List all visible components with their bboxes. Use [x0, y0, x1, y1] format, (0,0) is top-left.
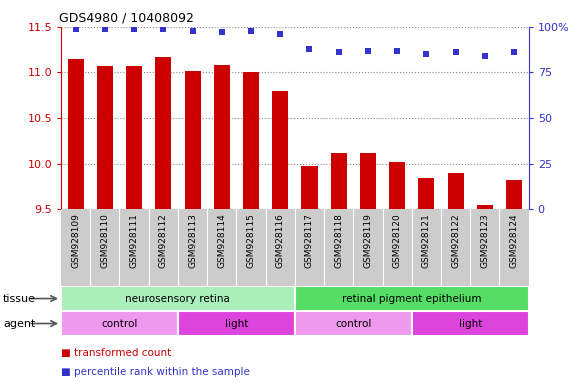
Text: GSM928121: GSM928121 — [422, 213, 431, 268]
Point — [480, 53, 490, 59]
Text: GSM928118: GSM928118 — [334, 213, 343, 268]
Bar — [97, 66, 113, 209]
Text: agent: agent — [3, 318, 35, 329]
Point — [159, 26, 168, 32]
Point — [275, 31, 285, 37]
Point — [305, 46, 314, 52]
Bar — [331, 153, 347, 209]
Point — [510, 50, 519, 56]
Text: light: light — [458, 318, 482, 329]
Text: GSM928112: GSM928112 — [159, 213, 168, 268]
Text: GSM928109: GSM928109 — [71, 213, 80, 268]
Bar — [243, 73, 259, 209]
Bar — [185, 71, 200, 209]
Text: GSM928123: GSM928123 — [480, 213, 489, 268]
Point — [130, 26, 139, 32]
Text: ■ transformed count: ■ transformed count — [61, 348, 171, 358]
Text: GSM928117: GSM928117 — [305, 213, 314, 268]
Bar — [477, 205, 493, 209]
Text: ■ percentile rank within the sample: ■ percentile rank within the sample — [61, 367, 250, 377]
Bar — [61, 286, 295, 311]
Text: tissue: tissue — [3, 293, 36, 304]
Bar — [272, 91, 288, 209]
Text: GDS4980 / 10408092: GDS4980 / 10408092 — [59, 11, 193, 24]
Text: GSM928114: GSM928114 — [217, 213, 226, 268]
Bar — [389, 162, 405, 209]
Bar — [178, 311, 295, 336]
Point — [100, 26, 109, 32]
Text: GSM928111: GSM928111 — [130, 213, 139, 268]
Bar — [302, 166, 317, 209]
Text: light: light — [225, 318, 248, 329]
Text: retinal pigment epithelium: retinal pigment epithelium — [342, 293, 482, 304]
Point — [246, 28, 256, 34]
Bar — [61, 311, 178, 336]
Text: GSM928113: GSM928113 — [188, 213, 197, 268]
Text: neurosensory retina: neurosensory retina — [125, 293, 231, 304]
Text: GSM928120: GSM928120 — [393, 213, 401, 268]
Bar — [418, 178, 435, 209]
Point — [422, 51, 431, 57]
Text: GSM928110: GSM928110 — [101, 213, 109, 268]
Bar — [295, 311, 412, 336]
Bar — [67, 59, 84, 209]
Text: GSM928116: GSM928116 — [276, 213, 285, 268]
Text: GSM928119: GSM928119 — [364, 213, 372, 268]
Point — [393, 48, 402, 54]
Bar — [506, 180, 522, 209]
Bar — [447, 173, 464, 209]
Bar — [126, 66, 142, 209]
Text: control: control — [335, 318, 371, 329]
Bar — [155, 57, 171, 209]
Point — [334, 50, 343, 56]
Bar — [360, 153, 376, 209]
Text: GSM928122: GSM928122 — [451, 213, 460, 268]
Text: GSM928115: GSM928115 — [246, 213, 256, 268]
Bar — [214, 65, 230, 209]
Point — [188, 28, 197, 34]
Point — [217, 29, 227, 35]
Point — [71, 26, 80, 32]
Bar — [412, 311, 529, 336]
Bar — [295, 286, 529, 311]
Text: control: control — [101, 318, 138, 329]
Point — [363, 48, 372, 54]
Point — [451, 50, 460, 56]
Text: GSM928124: GSM928124 — [510, 213, 519, 268]
